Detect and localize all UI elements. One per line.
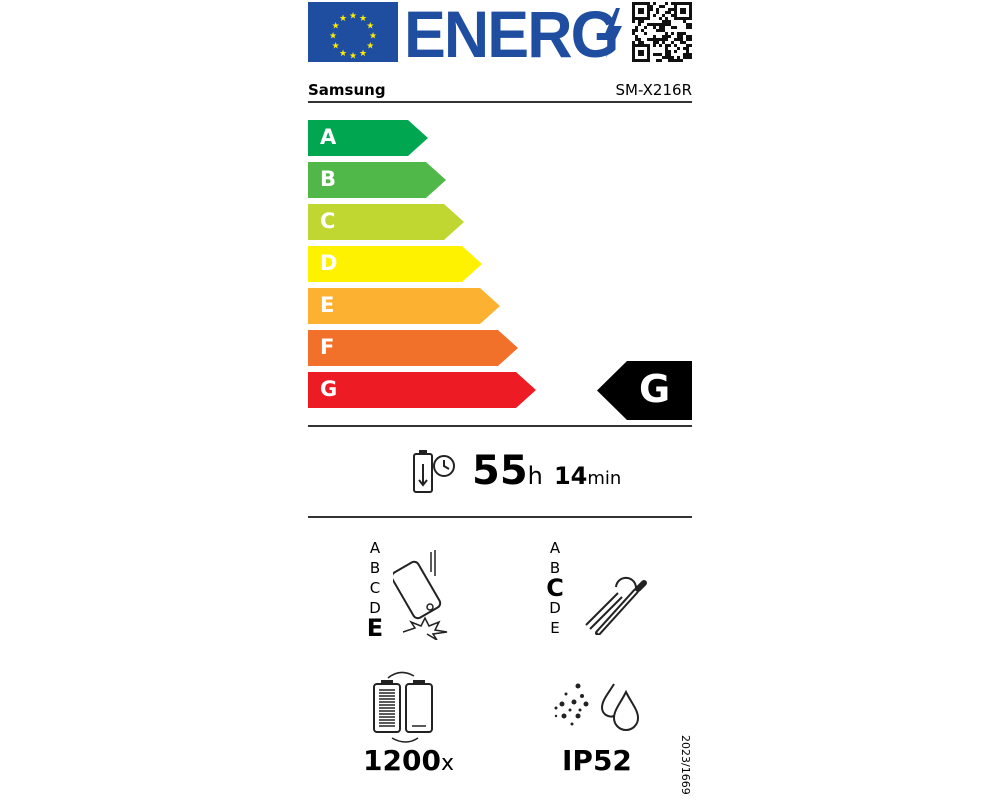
qr-code[interactable] (632, 2, 692, 62)
energy-class-a: A (308, 120, 428, 156)
rating-indicator: G (597, 361, 692, 420)
star-icon: ★ (359, 14, 367, 24)
energy-logo-text: ENERG (404, 0, 619, 71)
divider (308, 101, 692, 103)
rating-letter: G (639, 367, 671, 411)
class-letter: F (320, 335, 335, 359)
class-d: D (549, 599, 561, 617)
class-letter: G (320, 377, 338, 401)
cycles-value: 1200 (363, 744, 441, 777)
class-letter: B (320, 167, 337, 191)
eu-flag: ★ ★ ★ ★ ★ ★ ★ ★ ★ ★ ★ ★ (308, 2, 398, 62)
minutes-unit: min (587, 468, 622, 489)
energy-class-g: G (308, 372, 536, 408)
energy-class-d: D (308, 246, 482, 282)
star-icon: ★ (359, 49, 367, 59)
class-letter: A (320, 125, 337, 149)
repair-tools-icon (585, 576, 647, 635)
star-icon: ★ (329, 32, 337, 42)
class-letter: E (320, 293, 335, 317)
divider (308, 425, 692, 427)
class-b: B (549, 559, 561, 577)
lightning-icon (604, 8, 622, 58)
energy-class-b: B (308, 162, 446, 198)
hours-value: 55 (472, 448, 528, 494)
regulation-number: 2023/1669 (679, 735, 692, 795)
star-icon: ★ (349, 52, 357, 62)
minutes-value: 14 (553, 462, 588, 490)
class-e: E (366, 614, 384, 642)
star-icon: ★ (339, 14, 347, 24)
star-icon: ★ (339, 49, 347, 59)
ingress-protection: IP52 (562, 744, 632, 777)
class-a: A (549, 539, 561, 557)
star-icon: ★ (366, 22, 374, 32)
cycles-unit: x (440, 751, 454, 776)
battery-endurance: 55h 14min (472, 448, 621, 494)
class-letter: C (320, 209, 336, 233)
class-d: D (369, 599, 381, 617)
class-c: C (546, 574, 564, 602)
star-icon: ★ (349, 12, 357, 22)
class-letter: D (320, 251, 338, 275)
divider (308, 516, 692, 518)
battery-cycles: 1200x (363, 744, 454, 777)
dust-water-icon (554, 683, 640, 731)
model-identifier: SM-X216R (615, 81, 692, 99)
class-c: C (369, 579, 381, 597)
class-a: A (369, 539, 381, 557)
energy-class-e: E (308, 288, 500, 324)
supplier-name: Samsung (308, 81, 386, 99)
phone-drop-icon (393, 550, 448, 640)
hours-unit: h (527, 462, 543, 490)
class-e: E (550, 619, 560, 637)
star-icon: ★ (366, 42, 374, 52)
star-icon: ★ (332, 22, 340, 32)
star-icon: ★ (332, 42, 340, 52)
star-icon: ★ (369, 32, 377, 42)
energy-class-f: F (308, 330, 518, 366)
class-b: B (369, 559, 381, 577)
battery-cycles-icon (373, 671, 433, 743)
energy-class-c: C (308, 204, 464, 240)
battery-endurance-icon (413, 450, 455, 493)
